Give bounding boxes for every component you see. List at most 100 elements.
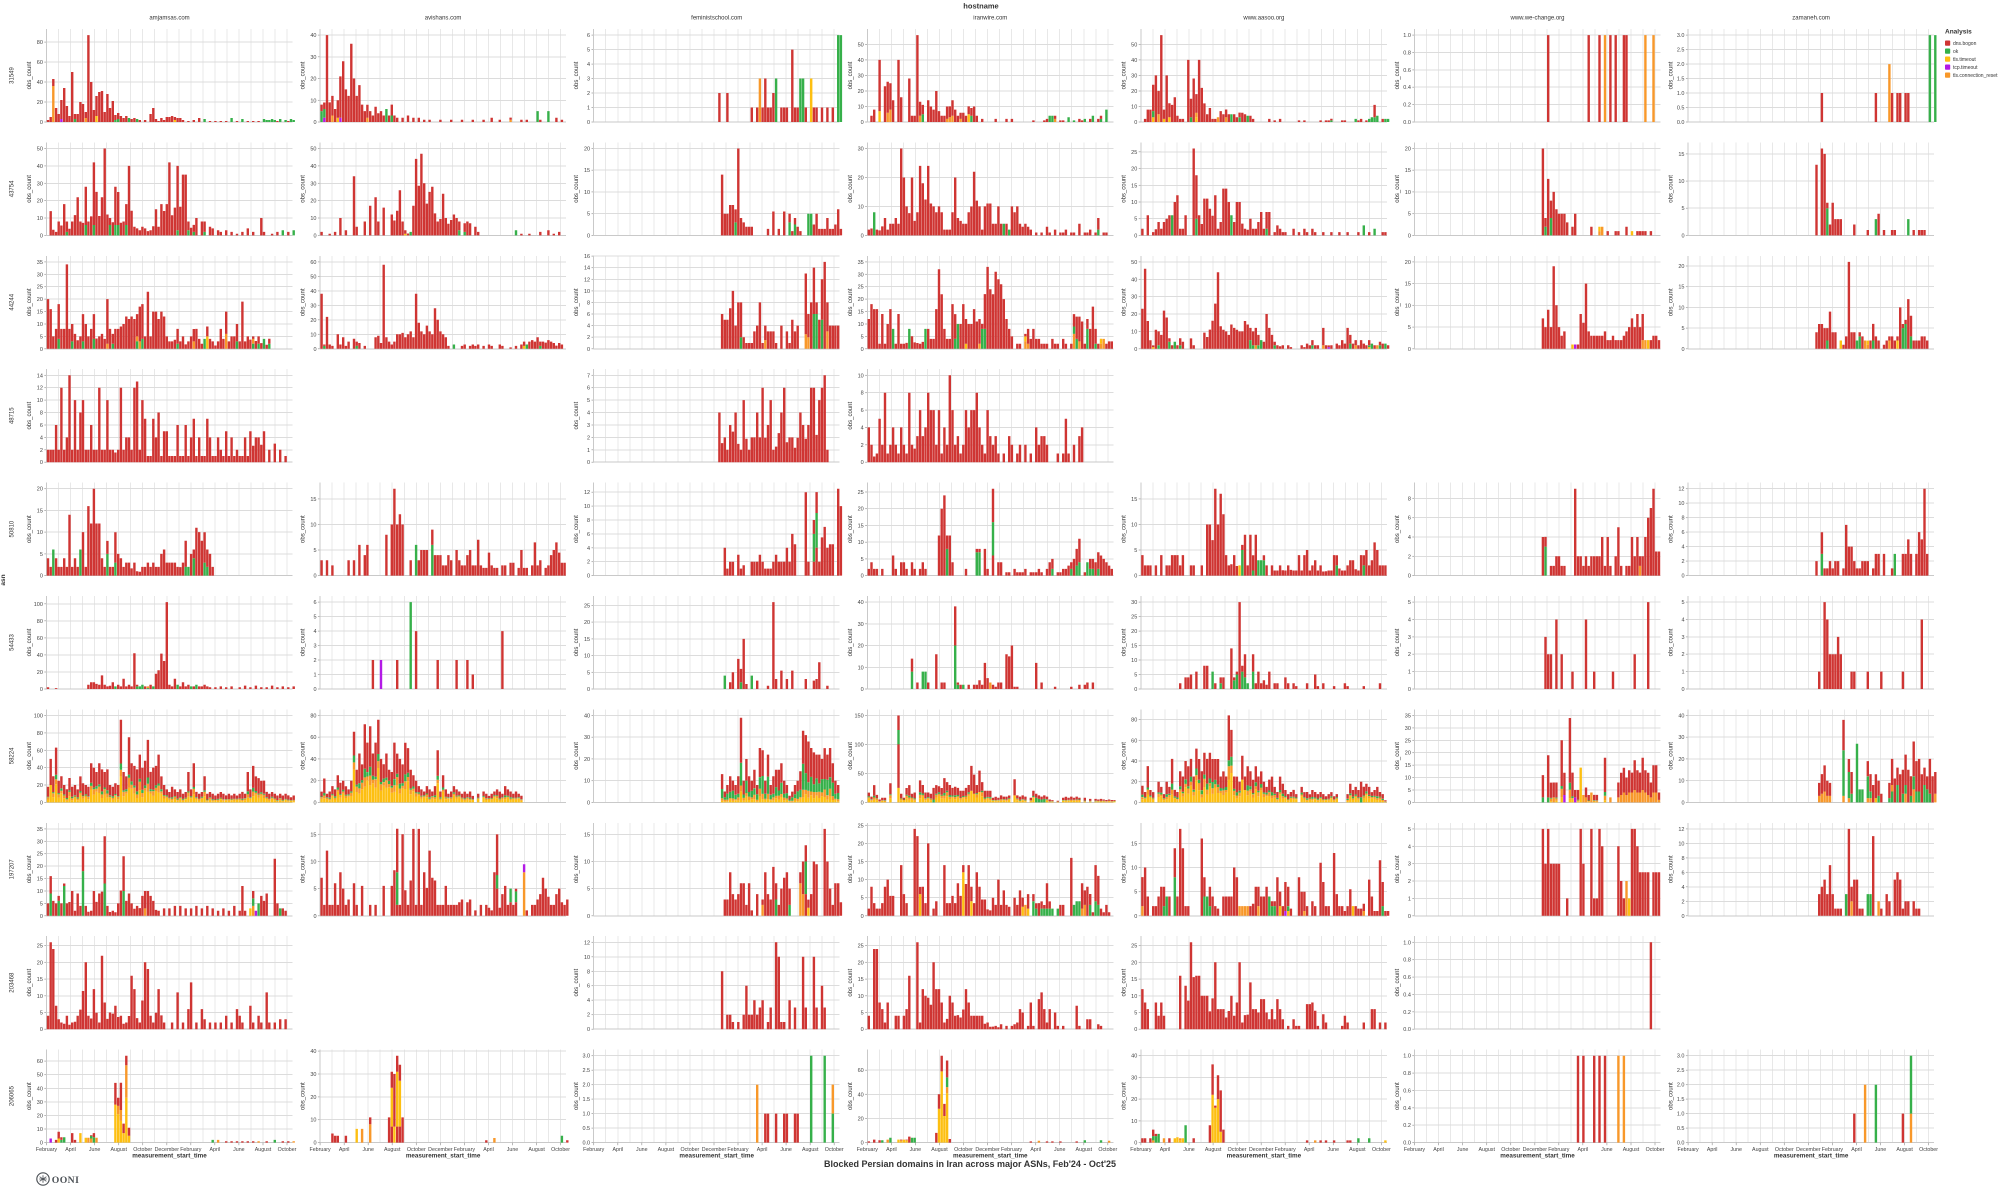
svg-text:30: 30 (1131, 295, 1137, 301)
svg-text:3: 3 (587, 77, 590, 83)
svg-text:5: 5 (313, 548, 316, 554)
svg-text:8: 8 (40, 411, 43, 417)
svg-text:3.0: 3.0 (1677, 33, 1685, 39)
svg-text:20: 20 (858, 297, 864, 303)
svg-text:December: December (975, 1147, 1000, 1153)
svg-text:0: 0 (861, 800, 864, 806)
svg-text:obs_count: obs_count (574, 175, 580, 203)
svg-text:10: 10 (1678, 841, 1684, 847)
svg-text:June: June (910, 1147, 922, 1153)
svg-text:20: 20 (310, 199, 316, 205)
svg-text:zamaneh.com: zamaneh.com (1792, 16, 1830, 22)
svg-text:80: 80 (1131, 718, 1137, 724)
svg-text:30: 30 (858, 272, 864, 278)
svg-text:16: 16 (584, 254, 590, 260)
svg-text:June: June (507, 1147, 519, 1153)
svg-text:10: 10 (1405, 190, 1411, 196)
svg-text:25: 25 (1405, 738, 1411, 744)
svg-text:0: 0 (1681, 347, 1684, 353)
svg-text:12: 12 (1678, 827, 1684, 833)
svg-text:obs_count: obs_count (574, 61, 580, 89)
svg-text:obs_count: obs_count (1395, 61, 1401, 89)
svg-text:October: October (407, 1147, 426, 1153)
svg-text:0: 0 (1134, 1141, 1137, 1147)
svg-text:obs_count: obs_count (574, 1082, 580, 1110)
svg-text:4: 4 (1408, 618, 1411, 624)
svg-text:20: 20 (37, 487, 43, 493)
svg-text:25: 25 (1131, 150, 1137, 156)
svg-text:25: 25 (37, 852, 43, 858)
svg-text:5: 5 (1408, 325, 1411, 331)
svg-text:5: 5 (587, 212, 590, 218)
svg-text:10: 10 (1405, 303, 1411, 309)
svg-text:0: 0 (1408, 233, 1411, 239)
svg-text:40: 40 (858, 600, 864, 606)
svg-text:0: 0 (587, 914, 590, 920)
svg-text:October: October (1919, 1147, 1938, 1153)
svg-text:14: 14 (37, 373, 43, 379)
svg-text:30: 30 (310, 1072, 316, 1078)
svg-text:80: 80 (310, 714, 316, 720)
svg-text:0: 0 (587, 460, 590, 466)
svg-text:asn: asn (0, 574, 7, 585)
svg-text:15: 15 (858, 310, 864, 316)
svg-text:August: August (384, 1147, 401, 1153)
svg-text:20: 20 (584, 147, 590, 153)
svg-text:June: June (1054, 1147, 1066, 1153)
svg-text:6: 6 (861, 408, 864, 414)
svg-text:5: 5 (1681, 600, 1684, 606)
svg-text:2: 2 (1408, 879, 1411, 885)
svg-text:1.0: 1.0 (1677, 91, 1685, 97)
svg-text:10: 10 (584, 190, 590, 196)
svg-text:50: 50 (310, 147, 316, 153)
svg-text:tcp.timeout: tcp.timeout (1953, 65, 1978, 71)
svg-text:20: 20 (1131, 89, 1137, 95)
svg-text:35: 35 (1405, 714, 1411, 720)
svg-text:25: 25 (584, 603, 590, 609)
svg-text:December: December (428, 1147, 453, 1153)
svg-text:0: 0 (40, 120, 43, 126)
svg-text:20: 20 (37, 783, 43, 789)
svg-text:obs_count: obs_count (848, 402, 854, 430)
svg-text:0: 0 (313, 120, 316, 126)
svg-text:April: April (1433, 1147, 1444, 1153)
svg-text:10: 10 (584, 289, 590, 295)
svg-text:0: 0 (587, 347, 590, 353)
svg-text:obs_count: obs_count (848, 288, 854, 316)
svg-text:April: April (1851, 1147, 1862, 1153)
svg-text:5: 5 (1134, 673, 1137, 679)
svg-text:2.0: 2.0 (1677, 1083, 1685, 1089)
svg-text:0: 0 (313, 914, 316, 920)
svg-text:August: August (110, 1147, 127, 1153)
svg-text:20: 20 (1678, 264, 1684, 270)
svg-text:measurement_start_time: measurement_start_time (679, 1152, 754, 1159)
svg-text:obs_count: obs_count (27, 175, 33, 203)
svg-text:15: 15 (1131, 497, 1137, 503)
svg-text:October: October (551, 1147, 570, 1153)
svg-text:5: 5 (1408, 827, 1411, 833)
svg-text:obs_count: obs_count (27, 61, 33, 89)
svg-text:10: 10 (584, 860, 590, 866)
svg-text:4: 4 (1681, 618, 1684, 624)
svg-text:10: 10 (858, 540, 864, 546)
svg-text:obs_count: obs_count (27, 969, 33, 997)
svg-text:2: 2 (1408, 652, 1411, 658)
svg-text:10: 10 (1131, 200, 1137, 206)
svg-text:6: 6 (1681, 870, 1684, 876)
svg-text:dns.bogon: dns.bogon (1953, 41, 1977, 47)
svg-text:20: 20 (584, 757, 590, 763)
svg-text:4: 4 (1408, 844, 1411, 850)
svg-text:obs_count: obs_count (27, 288, 33, 316)
svg-text:6: 6 (587, 984, 590, 990)
svg-text:12: 12 (1678, 487, 1684, 493)
svg-text:0: 0 (313, 1141, 316, 1147)
svg-text:obs_count: obs_count (1121, 1082, 1127, 1110)
svg-text:0: 0 (587, 233, 590, 239)
svg-text:4: 4 (587, 546, 590, 552)
svg-text:40: 40 (858, 1092, 864, 1098)
svg-text:1: 1 (313, 673, 316, 679)
svg-text:60: 60 (37, 636, 43, 642)
svg-text:0: 0 (587, 574, 590, 580)
svg-text:40: 40 (1131, 58, 1137, 64)
svg-text:obs_count: obs_count (301, 515, 307, 543)
